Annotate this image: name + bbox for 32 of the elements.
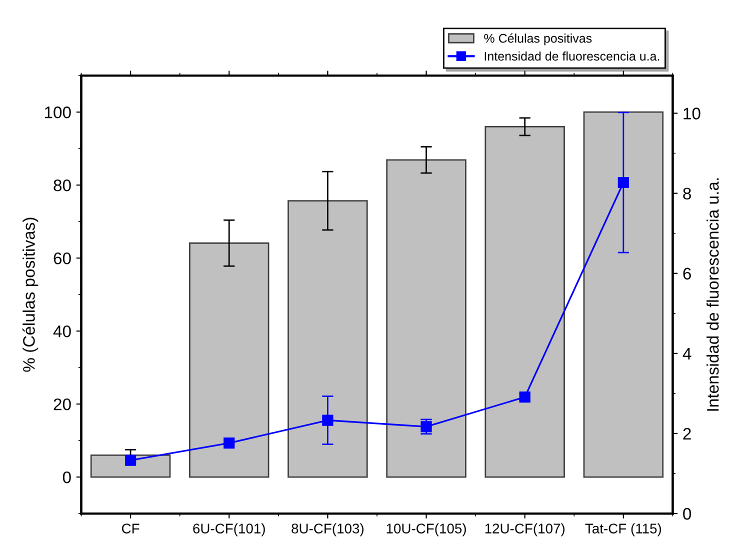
y-tick-label: 60 (54, 252, 71, 264)
y2-tick-label: 0 (683, 508, 692, 520)
y2-axis-title: Intensidad de fluorescencia u.a. (706, 178, 719, 411)
x-tick-label: Tat-CF (115) (585, 523, 662, 536)
y2-tick-label: 8 (683, 188, 691, 200)
y2-tick-label: 10 (684, 108, 700, 120)
x-tick-label: 8U-CF(103) (292, 523, 364, 536)
point (322, 414, 334, 426)
y-axis-title: % (Células positivas) (22, 218, 38, 372)
x-tick-label: 10U-CF(105) (386, 523, 466, 536)
bar (386, 159, 466, 478)
y2-tick-label: 4 (682, 348, 692, 360)
bar (90, 454, 171, 478)
y-tick-label: 0 (62, 471, 71, 484)
bar (288, 200, 368, 478)
bar (583, 111, 664, 478)
point (124, 454, 136, 466)
x-tick-label: 6U-CF(101) (193, 523, 265, 536)
y2-tick-label: 2 (683, 428, 691, 440)
y-tick-label: 80 (54, 179, 71, 192)
point (224, 438, 235, 449)
x-tick-label: 12U-CF(107) (485, 523, 565, 536)
x-tick-label: CF (122, 524, 140, 534)
y2-tick-label: 6 (683, 268, 691, 280)
legend-label: Intensidad de fluorescencia u.a. (484, 51, 660, 61)
bar (188, 242, 270, 478)
y-tick-label: 100 (44, 106, 71, 118)
bar (484, 126, 565, 478)
point (420, 421, 432, 432)
y-tick-label: 40 (53, 325, 71, 338)
y-tick-label: 20 (54, 398, 71, 410)
legend-label: % Células positivas (484, 33, 592, 46)
